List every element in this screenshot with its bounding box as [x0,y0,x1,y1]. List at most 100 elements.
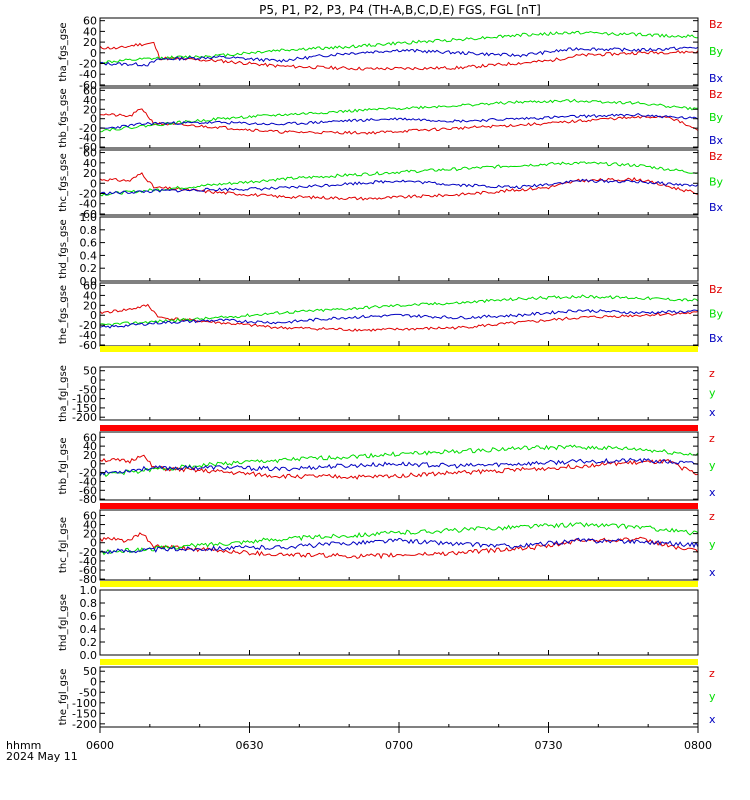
legend-y: y [709,387,716,400]
y-tick-label: -150 [72,707,97,720]
y-tick-label: 20 [83,449,97,462]
legend-Bz: Bz [709,18,723,31]
x-tick-label: 0600 [86,739,114,752]
series-Bx-line [99,309,699,329]
x-tick-label: 0730 [535,739,563,752]
y-tick-label: 20 [83,528,97,541]
x-tick-label: 0800 [684,739,712,752]
data-availability-bar [100,425,698,431]
panel-thd_fgl_gse: 1.00.80.60.40.20.0 thd_fgl_gse [58,581,699,662]
y-tick-label: 0.0 [80,275,98,288]
y-tick-label: -80 [79,573,97,586]
legend-y: y [709,690,716,703]
chart-title: P5, P1, P2, P3, P4 (TH-A,B,C,D,E) FGS, F… [259,3,541,17]
series-By-line [99,98,699,133]
y-tick-label: -50 [79,383,97,396]
y-tick-label: 0 [90,676,97,689]
legend-By: By [709,176,724,189]
data-availability-bar [100,581,698,587]
y-tick-label: 0 [90,537,97,550]
x-tick-label: 0700 [385,739,413,752]
legend-Bz: Bz [709,88,723,101]
y-tick-label: -80 [79,493,97,506]
y-axis-label: thc_fgl_gse [58,517,69,573]
legend-x: x [709,566,716,579]
y-tick-label: 60 [83,279,97,292]
legend-Bz: Bz [709,150,723,163]
y-tick-label: -60 [79,141,97,154]
y-axis-label: thc_fgs_gse [58,153,69,212]
y-tick-label: -60 [79,208,97,221]
y-tick-label: 50 [83,665,97,678]
y-tick-label: -20 [79,58,97,71]
y-tick-label: 60 [83,431,97,444]
y-tick-label: 0.2 [80,636,98,649]
y-tick-label: -40 [79,198,97,211]
panel-thd_fgs_gse: 1.00.80.60.40.20.0 thd_fgs_gse [58,211,699,288]
y-tick-label: 0.0 [80,649,98,662]
y-tick-label: 0 [90,458,97,471]
legend-Bx: Bx [709,72,724,85]
y-tick-label: -150 [72,402,97,415]
series-Bz-line [99,303,699,332]
y-tick-label: 0 [90,47,97,60]
y-tick-label: -40 [79,132,97,145]
y-tick-label: 0 [90,113,97,126]
legend-x: x [709,713,716,726]
series-By-line [99,294,699,327]
y-tick-label: -200 [72,718,97,731]
data-availability-bar [100,659,698,665]
y-axis-label: thd_fgs_gse [58,219,69,278]
y-tick-label: -60 [79,79,97,92]
y-axis-label: tha_fgl_gse [58,365,69,422]
y-tick-label: -60 [79,484,97,497]
legend-z: z [709,367,715,380]
y-tick-label: -40 [79,475,97,488]
time-axis-units: hhmm [6,739,41,752]
y-axis-label: thb_fgs_gse [58,88,69,147]
legend-Bz: Bz [709,283,723,296]
y-tick-label: 40 [83,25,97,38]
y-axis-label: thb_fgl_gse [58,438,69,495]
series-Bz-line [99,108,699,135]
series-Bz-line [99,172,699,201]
y-axis-label: thd_fgl_gse [58,594,69,651]
y-tick-label: -20 [79,546,97,559]
y-tick-label: 0 [90,374,97,387]
y-tick-label: 60 [83,509,97,522]
y-tick-label: 0.8 [80,597,98,610]
panel-frame [99,666,699,728]
y-tick-label: 60 [83,84,97,97]
y-tick-label: 0 [90,177,97,190]
y-tick-label: -20 [79,319,97,332]
y-tick-label: 20 [83,167,97,180]
panel-frame [99,589,699,656]
legend-Bx: Bx [709,332,724,345]
legend-x: x [709,406,716,419]
y-tick-label: 1.0 [80,584,98,597]
data-availability-bar [100,503,698,509]
legend-y: y [709,538,716,551]
date-label: 2024 May 11 [6,750,78,763]
series-Bx-line [99,178,699,196]
y-tick-label: -200 [72,411,97,424]
y-axis-label: the_fgl_gse [58,669,69,726]
y-tick-label: -60 [79,339,97,352]
series-y-line [99,444,699,478]
legend-By: By [709,111,724,124]
y-axis-label: tha_fgs_gse [58,22,69,81]
y-tick-label: 20 [83,299,97,312]
y-tick-label: 20 [83,36,97,49]
y-tick-label: 1.0 [80,211,98,224]
series-Bx-line [100,113,699,129]
legend-z: z [709,510,715,523]
legend-z: z [709,667,715,680]
